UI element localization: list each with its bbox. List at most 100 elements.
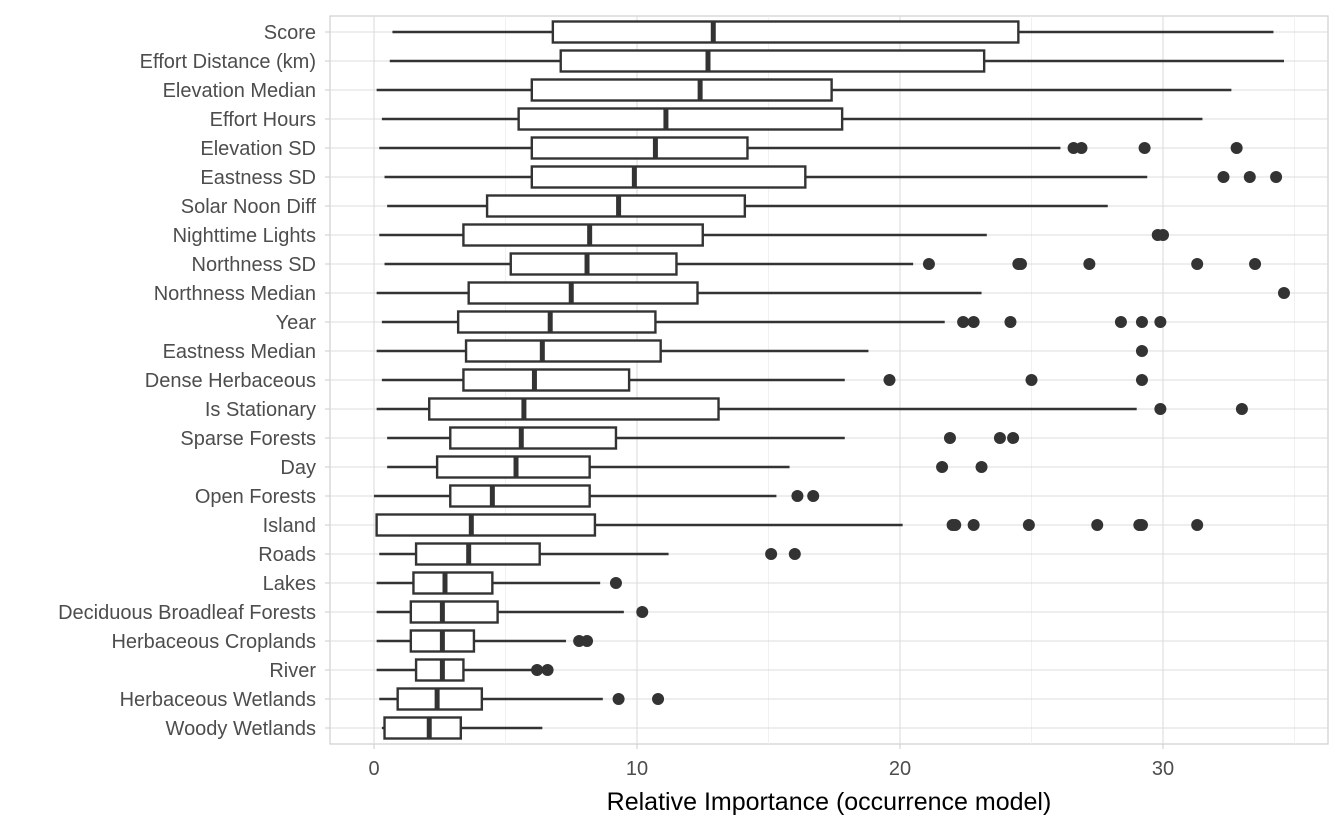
outlier-point (1243, 171, 1256, 183)
outlier-point (1277, 287, 1290, 299)
box-iqr (530, 165, 807, 189)
box-iqr (449, 426, 618, 450)
outlier-point (765, 548, 778, 560)
box-year (381, 310, 1167, 334)
outlier-point (636, 606, 649, 618)
x-tick-label: 0 (368, 758, 379, 780)
box-is-stationary (376, 397, 1248, 421)
box-iqr (485, 194, 747, 218)
outlier-point (1249, 258, 1262, 270)
outlier-point (1022, 519, 1035, 531)
outlier-point (1135, 316, 1148, 328)
outlier-point (1217, 171, 1230, 183)
box-open-forests (374, 484, 820, 508)
boxes (374, 20, 1290, 740)
outlier-point (1135, 519, 1148, 531)
outlier-point (1007, 432, 1020, 444)
y-tick-label: Elevation SD (200, 138, 316, 160)
outlier-point (883, 374, 896, 386)
outlier-point (1075, 142, 1088, 154)
box-iqr (462, 223, 704, 247)
outlier-point (1191, 519, 1204, 531)
box-iqr (449, 484, 591, 508)
box-river (376, 658, 554, 682)
outlier-point (967, 519, 980, 531)
box-iqr (517, 107, 844, 131)
outlier-point (1135, 345, 1148, 357)
box-iqr (462, 368, 631, 392)
box-northness-sd (384, 252, 1262, 276)
box-solar-noon-diff (387, 194, 1108, 218)
box-herbaceous-wetlands (379, 687, 665, 711)
outlier-point (612, 693, 625, 705)
box-northness-median (376, 281, 1290, 305)
box-iqr (435, 455, 591, 479)
y-tick-label: Roads (258, 544, 316, 566)
outlier-point (936, 461, 949, 473)
outlier-point (807, 490, 820, 502)
y-tick-label: Year (276, 312, 317, 334)
outlier-point (1114, 316, 1127, 328)
box-nighttime-lights (379, 223, 1169, 247)
outlier-point (943, 432, 956, 444)
outlier-point (957, 316, 970, 328)
y-tick-label: Solar Noon Diff (181, 196, 317, 218)
y-tick-label: Effort Distance (km) (140, 51, 316, 73)
y-tick-label: Northness SD (192, 254, 317, 276)
y-tick-label: Deciduous Broadleaf Forests (58, 602, 316, 624)
box-iqr (559, 49, 986, 73)
box-sparse-forests (387, 426, 1020, 450)
outlier-point (581, 635, 594, 647)
outlier-point (1230, 142, 1243, 154)
y-tick-label: Effort Hours (210, 109, 316, 131)
y-tick-label: Sparse Forests (180, 428, 316, 450)
x-tick-label: 30 (1152, 758, 1174, 780)
outlier-point (531, 664, 544, 676)
outlier-point (975, 461, 988, 473)
y-tick-label: Eastness SD (200, 167, 316, 189)
box-iqr (409, 600, 499, 624)
box-roads (379, 542, 801, 566)
box-iqr (551, 20, 1020, 44)
box-iqr (464, 339, 662, 363)
outlier-point (541, 664, 554, 676)
y-tick-label: Herbaceous Wetlands (120, 689, 316, 711)
outlier-point (1004, 316, 1017, 328)
outlier-point (652, 693, 665, 705)
box-iqr (412, 571, 494, 595)
outlier-point (1235, 403, 1248, 415)
box-iqr (509, 252, 678, 276)
box-iqr (396, 687, 484, 711)
y-tick-label: Day (280, 457, 316, 479)
x-axis-title: Relative Importance (occurrence model) (607, 788, 1052, 816)
outlier-point (922, 258, 935, 270)
outlier-point (791, 490, 804, 502)
box-iqr (456, 310, 657, 334)
outlier-point (1270, 171, 1283, 183)
box-eastness-sd (384, 165, 1283, 189)
outlier-point (993, 432, 1006, 444)
y-tick-label: Score (264, 22, 316, 44)
box-iqr (428, 397, 720, 421)
outlier-point (1157, 229, 1169, 241)
box-effort-hours (381, 107, 1203, 131)
box-iqr (414, 542, 541, 566)
box-dense-herbaceous (381, 368, 1148, 392)
y-tick-label: Open Forests (195, 486, 316, 508)
outlier-point (1154, 316, 1167, 328)
box-woody-wetlands (381, 716, 543, 740)
y-tick-label: Eastness Median (163, 341, 316, 363)
box-lakes (376, 571, 622, 595)
box-island (375, 513, 1204, 537)
outlier-point (1191, 258, 1204, 270)
box-elevation-median (376, 78, 1232, 102)
box-iqr (530, 136, 749, 160)
box-elevation-sd (379, 136, 1243, 160)
outlier-point (609, 577, 622, 589)
box-iqr (414, 658, 465, 682)
y-tick-labels: Score Effort Distance (km) Elevation Media… (58, 22, 316, 740)
outlier-point (1091, 519, 1104, 531)
outlier-point (1138, 142, 1151, 154)
y-tick-label: Herbaceous Croplands (111, 631, 316, 653)
y-tick-label: Nighttime Lights (173, 225, 316, 247)
